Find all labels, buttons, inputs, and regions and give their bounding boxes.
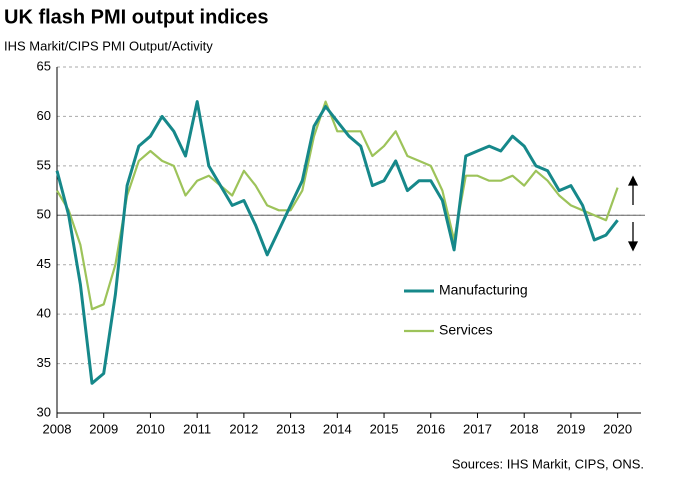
x-tick-label: 2012	[229, 421, 258, 436]
series-line	[56, 100, 619, 311]
x-tick-label: 2019	[556, 421, 585, 436]
x-tick-label: 2008	[43, 421, 72, 436]
y-tick-label: 35	[37, 355, 51, 370]
x-tick-label: 2010	[136, 421, 165, 436]
x-tick-label: 2014	[323, 421, 352, 436]
chart-title: UK flash PMI output indices	[4, 6, 268, 28]
y-tick-label: 50	[37, 207, 51, 222]
y-tick-label: 65	[37, 58, 51, 73]
x-tick-label: 2017	[463, 421, 492, 436]
series-line	[55, 100, 619, 385]
x-tick-label: 2013	[276, 421, 305, 436]
x-tick-label: 2009	[89, 421, 118, 436]
source-note: Sources: IHS Markit, CIPS, ONS.	[452, 456, 644, 471]
y-tick-label: 55	[37, 157, 51, 172]
chart-subtitle: IHS Markit/CIPS PMI Output/Activity	[4, 38, 213, 53]
y-tick-label: 30	[37, 404, 51, 419]
direction-arrows	[627, 175, 639, 252]
x-tick-label: 2020	[603, 421, 632, 436]
x-tick-label: 2011	[183, 421, 211, 436]
x-tick-label: 2016	[416, 421, 445, 436]
x-tick-label: 2018	[510, 421, 539, 436]
legend-label: Services	[439, 322, 493, 338]
y-tick-label: 45	[37, 256, 51, 271]
y-tick-label: 40	[37, 306, 51, 321]
legend-label: Manufacturing	[439, 282, 528, 298]
y-tick-label: 60	[37, 108, 51, 123]
x-tick-label: 2015	[370, 421, 399, 436]
